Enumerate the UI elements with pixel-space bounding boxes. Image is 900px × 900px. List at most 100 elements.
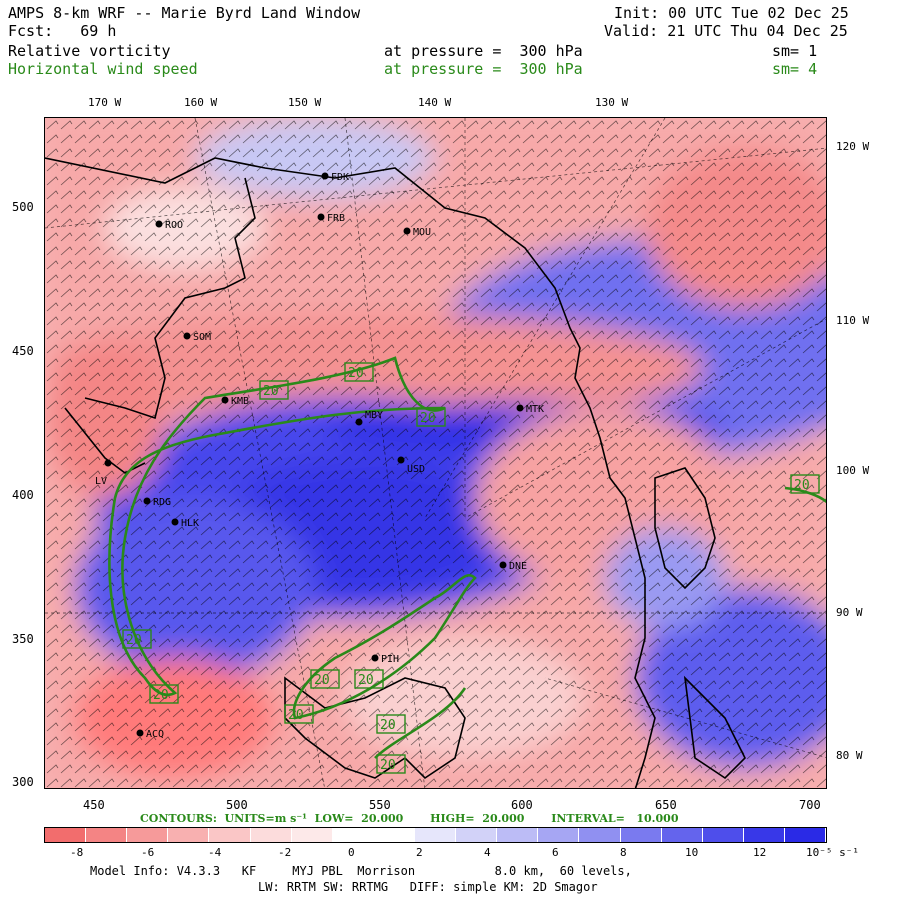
station-dot xyxy=(397,456,405,464)
contour-label: 20 xyxy=(314,673,330,688)
contour-label: 20 xyxy=(348,366,364,381)
forecast-hour: Fcst: 69 h xyxy=(8,22,117,40)
colorbar-swatch xyxy=(661,828,703,842)
x-tick-700: 700 xyxy=(799,798,821,812)
colorbar-swatch xyxy=(579,828,621,842)
map-canvas: 20 20 20 20 20 20 20 20 20 20 20 ROO FDK… xyxy=(45,118,826,788)
y-tick-500: 500 xyxy=(12,200,34,214)
contour-label: 20 xyxy=(153,688,169,703)
station-dot xyxy=(317,213,325,221)
colorbar-tick: 12 xyxy=(753,846,767,859)
station-label: FDK xyxy=(331,172,349,183)
station-label: HLK xyxy=(181,518,199,529)
stations: ROO FDK FRB MOU SOM KMB MBY MTK LV USD R… xyxy=(95,172,544,740)
station-label: ACQ xyxy=(146,729,164,740)
station-dot xyxy=(499,561,507,569)
map-panel[interactable]: 20 20 20 20 20 20 20 20 20 20 20 ROO FDK… xyxy=(44,117,827,789)
colorbar-units: 10⁻⁵ s⁻¹ xyxy=(806,846,859,859)
field2-level: at pressure = 300 hPa xyxy=(384,60,583,78)
contour-label-boxes xyxy=(122,362,820,774)
colorbar-swatch xyxy=(456,828,498,842)
station-dot xyxy=(183,332,191,340)
station-dot xyxy=(516,404,524,412)
colorbar-swatch xyxy=(702,828,744,842)
colorbar-swatch xyxy=(127,828,169,842)
map-title: AMPS 8-km WRF -- Marie Byrd Land Window xyxy=(8,4,361,22)
station-dot xyxy=(143,497,151,505)
x-tick-600: 600 xyxy=(511,798,533,812)
colorbar-tick: 4 xyxy=(484,846,491,859)
contour-label: 20 xyxy=(358,673,374,688)
station-dot xyxy=(403,227,411,235)
colorbar-swatch xyxy=(250,828,292,842)
contour-labels: 20 20 20 20 20 20 20 20 20 20 20 xyxy=(126,366,810,773)
station-label: FRB xyxy=(327,213,345,224)
colorbar-swatch xyxy=(620,828,662,842)
station-label: SOM xyxy=(193,332,211,343)
colorbar-swatch xyxy=(538,828,580,842)
colorbar-tick: -4 xyxy=(208,846,222,859)
station-dot xyxy=(355,418,363,426)
contour-label: 20 xyxy=(420,411,436,426)
lon-label-150w: 150 W xyxy=(288,96,322,109)
contour-label: 20 xyxy=(288,708,304,723)
colorbar-tick: -2 xyxy=(278,846,292,859)
colorbar-tick: 0 xyxy=(348,846,355,859)
colorbar-swatch xyxy=(332,828,374,842)
station-dot xyxy=(104,459,112,467)
station-dot xyxy=(371,654,379,662)
station-label: KMB xyxy=(231,396,249,407)
x-tick-500: 500 xyxy=(226,798,248,812)
lon-label-160w: 160 W xyxy=(184,96,218,109)
field2-name: Horizontal wind speed xyxy=(8,60,198,78)
x-tick-550: 550 xyxy=(369,798,391,812)
field1-level: at pressure = 300 hPa xyxy=(384,42,583,60)
model-info-line1: Model Info: V4.3.3 KF MYJ PBL Morrison 8… xyxy=(90,864,632,878)
lon-label-140w: 140 W xyxy=(418,96,452,109)
lon-label-100w: 100 W xyxy=(836,464,870,477)
colorbar-swatch xyxy=(743,828,785,842)
x-tick-450: 450 xyxy=(83,798,105,812)
colorbar-swatch xyxy=(784,828,827,842)
colorbar-tick: -8 xyxy=(70,846,84,859)
y-tick-400: 400 xyxy=(12,488,34,502)
contour-label: 20 xyxy=(263,384,279,399)
colorbar-swatch xyxy=(86,828,128,842)
graticule xyxy=(45,118,826,788)
x-tick-650: 650 xyxy=(655,798,677,812)
station-dot xyxy=(321,172,329,180)
station-label: LV xyxy=(95,476,107,487)
model-info-line2: LW: RRTM SW: RRTMG DIFF: simple KM: 2D S… xyxy=(258,880,598,894)
station-label: MBY xyxy=(365,410,383,421)
lon-label-120w: 120 W xyxy=(836,140,870,153)
station-label: PIH xyxy=(381,654,399,665)
valid-time: Valid: 21 UTC Thu 04 Dec 25 xyxy=(604,22,848,40)
colorbar-tick: 10 xyxy=(685,846,699,859)
station-dot xyxy=(221,396,229,404)
contour-info: CONTOURS: UNITS=m s⁻¹ LOW= 20.000 HIGH= … xyxy=(140,812,679,825)
colorbar-swatch xyxy=(497,828,539,842)
field1-name: Relative vorticity xyxy=(8,42,171,60)
colorbar-swatch xyxy=(291,828,333,842)
colorbar-tick: 6 xyxy=(552,846,559,859)
colorbar-swatch xyxy=(209,828,251,842)
lon-label-90w: 90 W xyxy=(836,606,863,619)
lon-label-80w: 80 W xyxy=(836,749,863,762)
contour-label: 20 xyxy=(794,478,810,493)
y-tick-300: 300 xyxy=(12,775,34,789)
wind-barbs xyxy=(45,118,826,788)
station-label: DNE xyxy=(509,561,527,572)
y-tick-450: 450 xyxy=(12,344,34,358)
colorbar-tick: 2 xyxy=(416,846,423,859)
colorbar-swatch xyxy=(373,828,415,842)
station-label: MTK xyxy=(526,404,544,415)
colorbar xyxy=(44,827,827,843)
station-label: USD xyxy=(407,464,425,475)
contour-label: 20 xyxy=(380,718,396,733)
wind-speed-contours xyxy=(108,356,826,759)
contour-label: 20 xyxy=(380,758,396,773)
station-dot xyxy=(155,220,163,228)
field1-smoothing: sm= 1 xyxy=(772,42,818,60)
lon-label-110w: 110 W xyxy=(836,314,870,327)
colorbar-swatch xyxy=(414,828,457,842)
